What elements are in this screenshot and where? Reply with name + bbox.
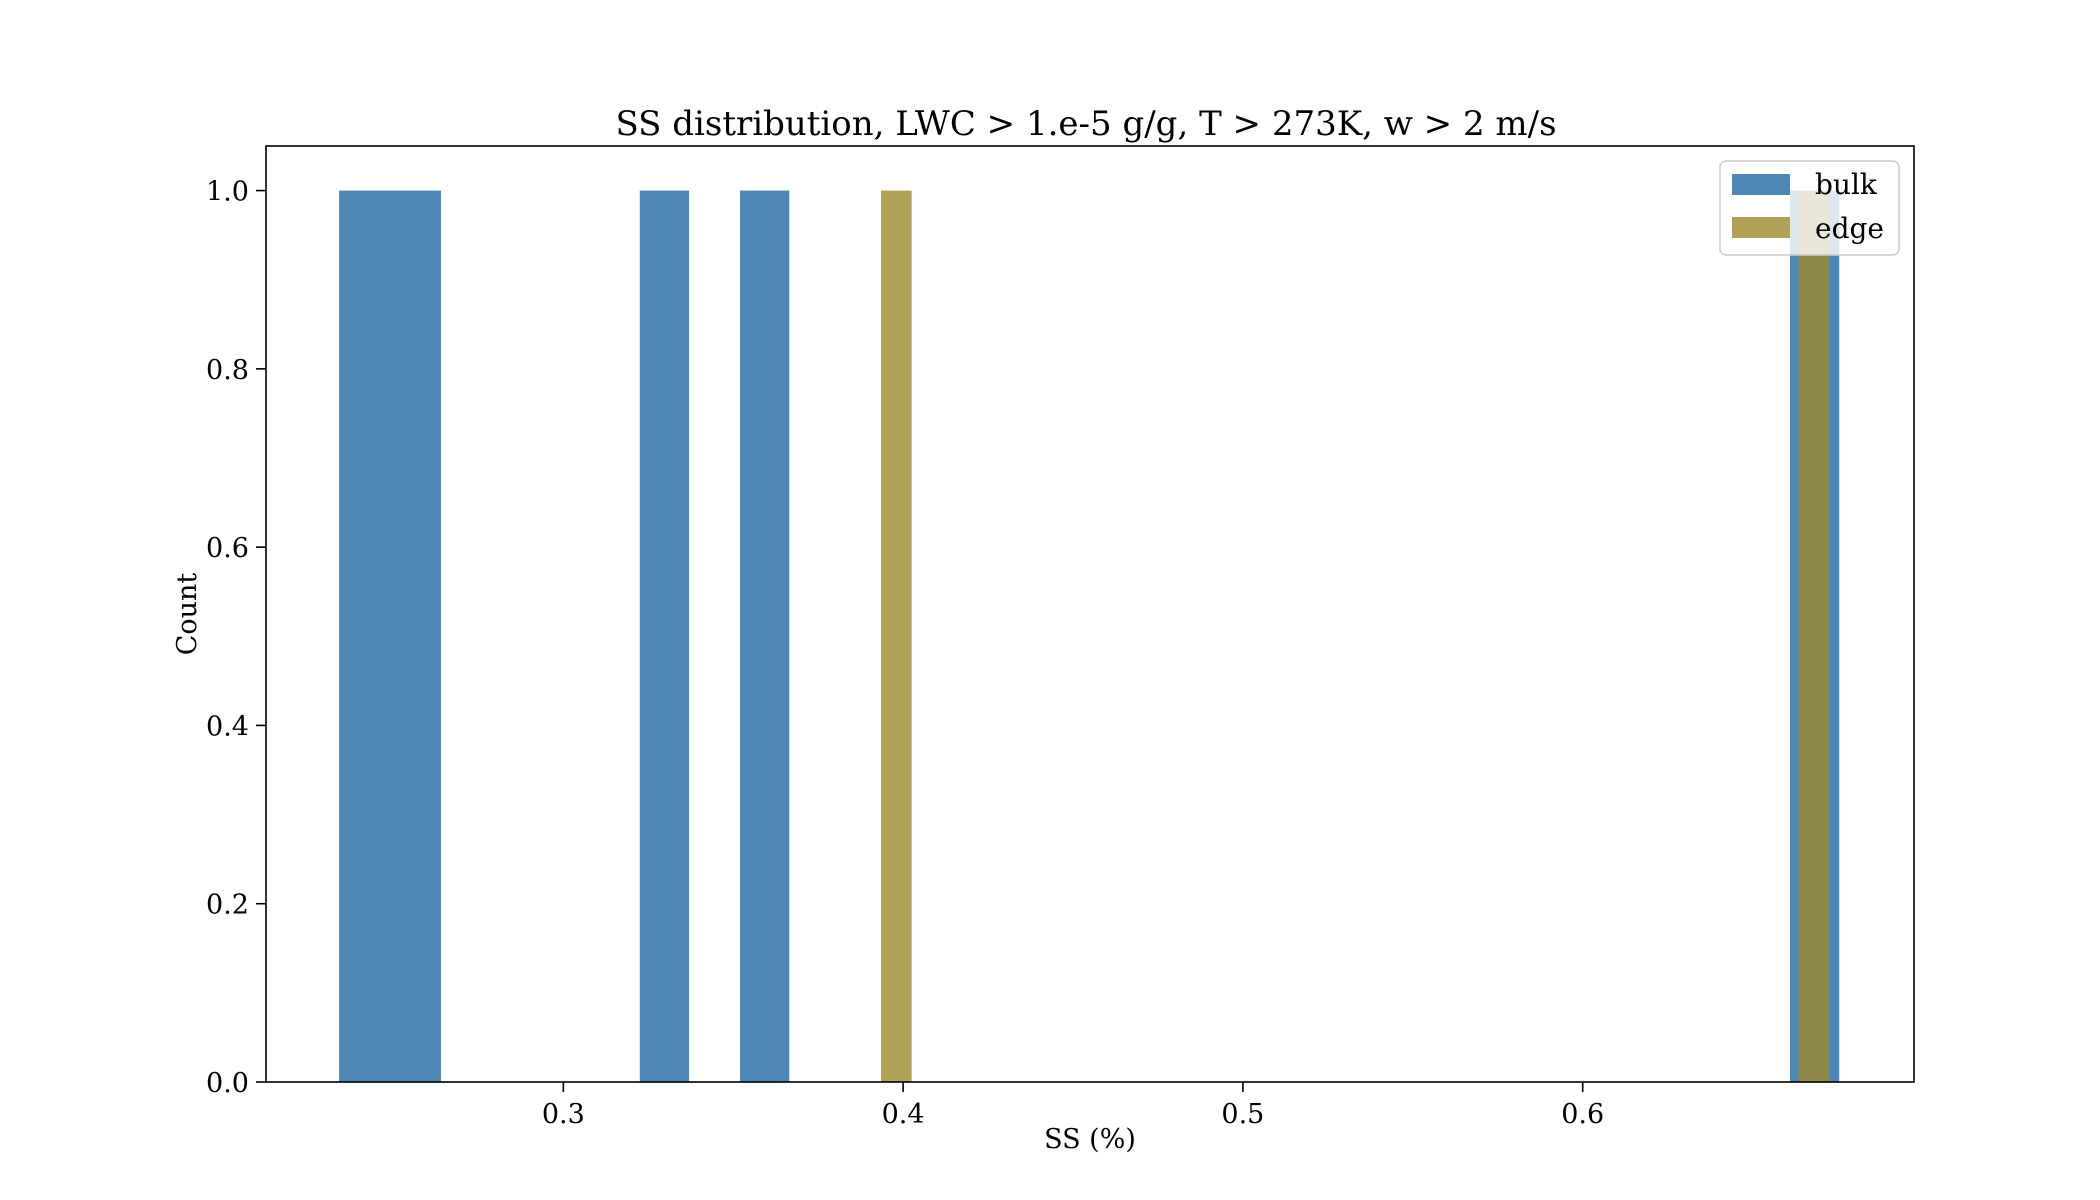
bar-edge-1 — [1798, 190, 1830, 1083]
legend-label-edge: edge — [1815, 212, 1884, 245]
y-tick-label: 0.4 — [206, 711, 249, 742]
y-tick-label: 0.6 — [206, 533, 249, 564]
y-tick-label: 0.8 — [206, 355, 249, 386]
bar-bulk-2 — [740, 190, 790, 1083]
bars-layer — [339, 190, 1840, 1083]
x-tick-label: 0.4 — [882, 1099, 925, 1130]
bar-bulk-1 — [639, 190, 690, 1083]
legend-label-bulk: bulk — [1815, 168, 1878, 201]
ticks-layer: 0.3 0.4 0.5 0.6 0.0 0.2 0.4 0.6 0.8 1.0 — [206, 177, 1604, 1130]
y-tick-label: 0.2 — [206, 890, 249, 921]
bar-bulk-0 — [339, 190, 441, 1083]
x-axis-label: SS (%) — [1044, 1124, 1136, 1155]
plot-frame — [265, 145, 1915, 1083]
bar-edge-0 — [881, 190, 912, 1083]
chart-title: SS distribution, LWC > 1.e-5 g/g, T > 27… — [615, 104, 1556, 144]
legend-swatch-edge — [1732, 217, 1790, 238]
y-tick-label: 0.0 — [206, 1068, 249, 1099]
legend: bulk edge — [1719, 160, 1900, 256]
x-tick-label: 0.6 — [1561, 1099, 1604, 1130]
y-tick-label: 1.0 — [206, 177, 249, 208]
legend-swatch-bulk — [1732, 174, 1790, 195]
y-axis-label: Count — [172, 573, 203, 656]
x-tick-label: 0.3 — [542, 1099, 585, 1130]
x-tick-label: 0.5 — [1221, 1099, 1264, 1130]
